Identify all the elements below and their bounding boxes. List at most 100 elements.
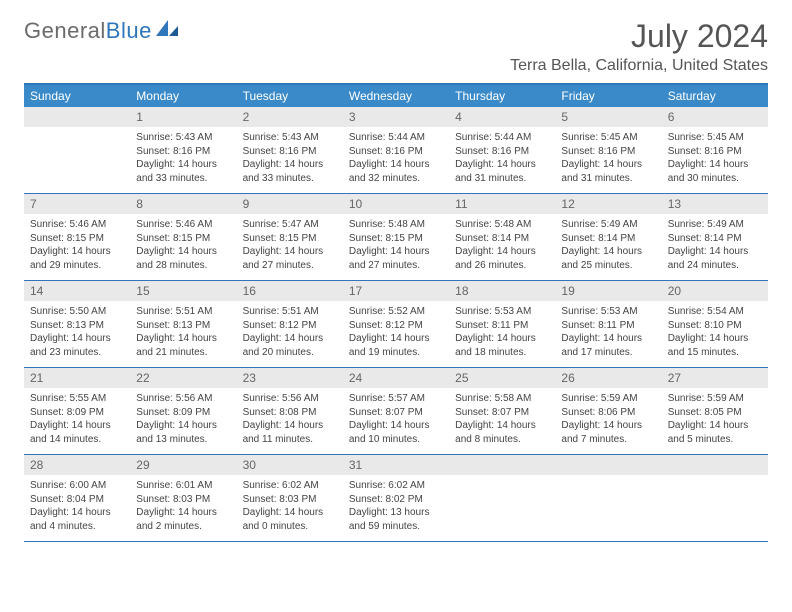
- weekday-header: SundayMondayTuesdayWednesdayThursdayFrid…: [24, 85, 768, 107]
- day-line: Sunset: 8:16 PM: [668, 145, 762, 159]
- day-line: Sunset: 8:03 PM: [243, 493, 337, 507]
- day-line: Sunset: 8:10 PM: [668, 319, 762, 333]
- day-line: Daylight: 14 hours: [561, 245, 655, 259]
- day-line: Daylight: 14 hours: [136, 245, 230, 259]
- calendar-week: 78910111213Sunrise: 5:46 AMSunset: 8:15 …: [24, 194, 768, 281]
- day-number: 23: [237, 368, 343, 388]
- day-line: Sunrise: 5:47 AM: [243, 218, 337, 232]
- day-line: Sunrise: 5:44 AM: [455, 131, 549, 145]
- day-number: 6: [662, 107, 768, 127]
- day-line: and 2 minutes.: [136, 520, 230, 534]
- day-number: 19: [555, 281, 661, 301]
- day-number: 15: [130, 281, 236, 301]
- day-number: 12: [555, 194, 661, 214]
- day-number: 21: [24, 368, 130, 388]
- day-line: Sunrise: 5:53 AM: [561, 305, 655, 319]
- day-number: 3: [343, 107, 449, 127]
- month-title: July 2024: [510, 18, 768, 55]
- day-number: 1: [130, 107, 236, 127]
- day-number: 17: [343, 281, 449, 301]
- day-number: 20: [662, 281, 768, 301]
- day-line: and 18 minutes.: [455, 346, 549, 360]
- day-line: and 33 minutes.: [243, 172, 337, 186]
- day-line: Daylight: 14 hours: [668, 245, 762, 259]
- day-line: Sunset: 8:15 PM: [349, 232, 443, 246]
- day-line: Sunrise: 5:57 AM: [349, 392, 443, 406]
- day-line: Sunrise: 5:52 AM: [349, 305, 443, 319]
- day-line: Sunrise: 5:51 AM: [136, 305, 230, 319]
- day-line: Sunset: 8:09 PM: [136, 406, 230, 420]
- day-line: Sunrise: 5:50 AM: [30, 305, 124, 319]
- day-number: 9: [237, 194, 343, 214]
- calendar-week: 21222324252627Sunrise: 5:55 AMSunset: 8:…: [24, 368, 768, 455]
- day-cell: Sunrise: 5:52 AMSunset: 8:12 PMDaylight:…: [343, 301, 449, 367]
- logo: GeneralBlue: [24, 18, 180, 44]
- day-cell: Sunrise: 5:46 AMSunset: 8:15 PMDaylight:…: [130, 214, 236, 280]
- day-line: Daylight: 14 hours: [668, 332, 762, 346]
- day-line: Daylight: 14 hours: [455, 419, 549, 433]
- calendar-week: 123456Sunrise: 5:43 AMSunset: 8:16 PMDay…: [24, 107, 768, 194]
- day-cell: Sunrise: 5:53 AMSunset: 8:11 PMDaylight:…: [449, 301, 555, 367]
- title-block: July 2024 Terra Bella, California, Unite…: [510, 18, 768, 75]
- day-line: Daylight: 14 hours: [455, 245, 549, 259]
- weekday-label: Monday: [130, 85, 236, 107]
- day-line: Sunset: 8:12 PM: [349, 319, 443, 333]
- day-line: Sunset: 8:03 PM: [136, 493, 230, 507]
- day-cell: Sunrise: 5:51 AMSunset: 8:12 PMDaylight:…: [237, 301, 343, 367]
- day-line: Sunrise: 5:46 AM: [30, 218, 124, 232]
- day-number: 27: [662, 368, 768, 388]
- day-cell: Sunrise: 5:56 AMSunset: 8:08 PMDaylight:…: [237, 388, 343, 454]
- day-number: 25: [449, 368, 555, 388]
- day-cell: Sunrise: 5:43 AMSunset: 8:16 PMDaylight:…: [237, 127, 343, 193]
- header: GeneralBlue July 2024 Terra Bella, Calif…: [24, 18, 768, 75]
- day-cell: Sunrise: 5:49 AMSunset: 8:14 PMDaylight:…: [555, 214, 661, 280]
- day-number: 5: [555, 107, 661, 127]
- day-line: Daylight: 14 hours: [136, 419, 230, 433]
- sail-icon: [154, 18, 180, 44]
- day-cell: Sunrise: 5:53 AMSunset: 8:11 PMDaylight:…: [555, 301, 661, 367]
- day-line: Daylight: 14 hours: [30, 419, 124, 433]
- day-line: Sunset: 8:14 PM: [668, 232, 762, 246]
- day-line: Daylight: 14 hours: [136, 158, 230, 172]
- weekday-label: Friday: [555, 85, 661, 107]
- day-number: [662, 455, 768, 475]
- day-number: 24: [343, 368, 449, 388]
- day-line: and 7 minutes.: [561, 433, 655, 447]
- day-cell: [24, 127, 130, 193]
- day-line: and 21 minutes.: [136, 346, 230, 360]
- day-line: Sunset: 8:02 PM: [349, 493, 443, 507]
- day-line: and 4 minutes.: [30, 520, 124, 534]
- day-line: Daylight: 14 hours: [243, 158, 337, 172]
- day-line: Daylight: 13 hours: [349, 506, 443, 520]
- day-line: Daylight: 14 hours: [561, 332, 655, 346]
- day-line: and 15 minutes.: [668, 346, 762, 360]
- day-line: Sunset: 8:09 PM: [30, 406, 124, 420]
- day-cell: Sunrise: 5:55 AMSunset: 8:09 PMDaylight:…: [24, 388, 130, 454]
- day-line: and 28 minutes.: [136, 259, 230, 273]
- calendar-week: 14151617181920Sunrise: 5:50 AMSunset: 8:…: [24, 281, 768, 368]
- day-cell: Sunrise: 5:54 AMSunset: 8:10 PMDaylight:…: [662, 301, 768, 367]
- day-line: Sunset: 8:16 PM: [136, 145, 230, 159]
- day-line: Daylight: 14 hours: [561, 158, 655, 172]
- day-line: and 5 minutes.: [668, 433, 762, 447]
- day-line: Daylight: 14 hours: [561, 419, 655, 433]
- day-line: Daylight: 14 hours: [243, 332, 337, 346]
- day-line: Sunrise: 5:45 AM: [668, 131, 762, 145]
- day-line: and 17 minutes.: [561, 346, 655, 360]
- calendar-week: 28293031Sunrise: 6:00 AMSunset: 8:04 PMD…: [24, 455, 768, 542]
- day-number: 18: [449, 281, 555, 301]
- day-line: Sunset: 8:06 PM: [561, 406, 655, 420]
- day-line: and 10 minutes.: [349, 433, 443, 447]
- day-line: Sunrise: 5:55 AM: [30, 392, 124, 406]
- day-cell: Sunrise: 6:02 AMSunset: 8:03 PMDaylight:…: [237, 475, 343, 541]
- day-number: 30: [237, 455, 343, 475]
- day-line: Sunrise: 5:59 AM: [668, 392, 762, 406]
- day-line: Daylight: 14 hours: [455, 158, 549, 172]
- day-line: Sunrise: 5:43 AM: [136, 131, 230, 145]
- weekday-label: Thursday: [449, 85, 555, 107]
- weekday-label: Saturday: [662, 85, 768, 107]
- day-line: Sunrise: 5:56 AM: [243, 392, 337, 406]
- day-line: and 19 minutes.: [349, 346, 443, 360]
- day-number: [24, 107, 130, 127]
- day-cell: Sunrise: 5:43 AMSunset: 8:16 PMDaylight:…: [130, 127, 236, 193]
